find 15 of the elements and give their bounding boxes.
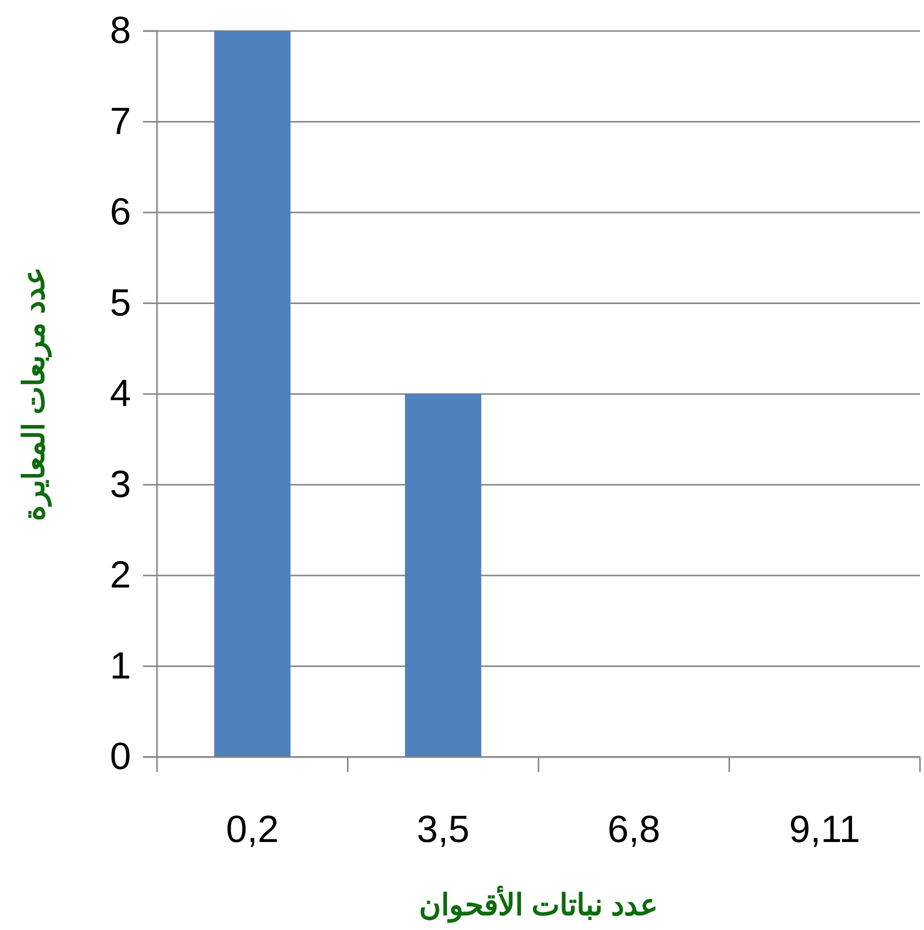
y-axis-title: عدد مربعات المعايرة [18,267,52,521]
x-tick-label: 6,8 [607,808,660,851]
y-tick-label: 1 [110,645,131,688]
y-tick-label: 6 [110,192,131,234]
x-tick-label: 3,5 [416,808,470,851]
x-tick-label: 9,11 [789,808,860,851]
x-tick-label: 0,2 [226,808,279,851]
y-tick-label: 8 [110,10,131,52]
y-tick-label: 0 [110,736,131,778]
y-tick-label: 3 [110,464,131,506]
y-tick-label: 4 [110,373,131,416]
x-axis-title: عدد نباتات الأقحوان [419,886,658,923]
y-tick-label: 2 [110,554,131,597]
y-tick-label: 7 [110,100,131,143]
y-tick-label: 5 [110,282,131,324]
